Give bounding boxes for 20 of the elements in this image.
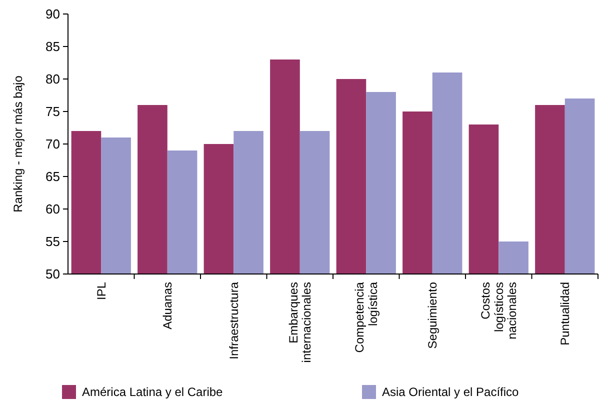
y-tick-label: 65 [46, 169, 60, 184]
x-tick-label: Embarques internacionales [286, 282, 314, 363]
y-tick-label: 90 [46, 6, 60, 22]
x-tick-label: Puntualidad [558, 282, 572, 346]
x-tick-label: Costos logísticos nacionales [478, 282, 520, 340]
y-tick-label: 85 [46, 39, 60, 54]
legend-label: América Latina y el Caribe [82, 385, 224, 400]
y-tick-label: 70 [46, 136, 60, 152]
x-tick-label: IPL [94, 282, 108, 300]
x-tick-label: Seguimiento [426, 282, 440, 349]
y-tick-label: 80 [46, 72, 60, 87]
x-tick-label: Infraestructura [226, 282, 241, 360]
y-tick-label: 60 [46, 202, 60, 217]
y-axis-title: Ranking - mejor más bajo [11, 75, 25, 212]
y-tick-label: 55 [46, 234, 60, 250]
y-tick-label: 50 [46, 266, 60, 282]
legend-label: Asia Oriental y el Pacífico [382, 385, 520, 400]
y-tick-label: 75 [46, 104, 60, 120]
x-tick-label: Aduanas [160, 282, 175, 330]
x-tick-label: Competencia logística [352, 282, 380, 353]
